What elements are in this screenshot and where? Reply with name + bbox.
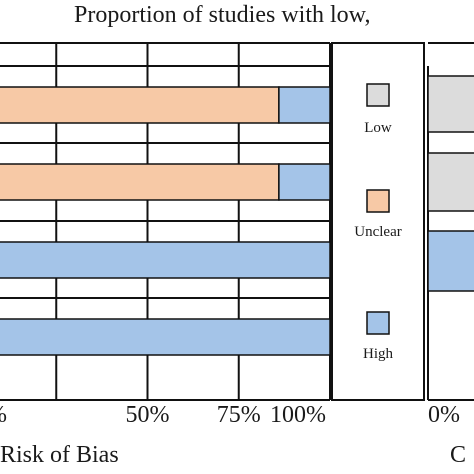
- x-tick-label: 50%: [126, 402, 170, 428]
- legend-label-unclear: Unclear: [354, 224, 401, 240]
- legend-swatch-unclear: [366, 189, 390, 213]
- legend: Low Unclear High: [331, 42, 425, 401]
- right-bar-low-row-2: [427, 152, 474, 212]
- bar-unclear-row-2: [0, 163, 280, 201]
- right-panel-bars: [427, 42, 474, 401]
- bar-high-row-4: [0, 318, 331, 356]
- x-axis-label: Risk of Bias: [0, 442, 119, 468]
- x-tick-label: %: [0, 402, 7, 428]
- legend-label-high: High: [363, 346, 394, 362]
- legend-label-low: Low: [364, 120, 392, 136]
- bar-unclear-row-1: [0, 86, 280, 124]
- legend-swatch-high: [366, 311, 390, 335]
- right-bar-high-row-3: [427, 230, 474, 292]
- right-panel-tick-label: 0%: [428, 402, 460, 428]
- bar-high-row-1: [278, 86, 331, 124]
- x-tick-label: 100%: [270, 402, 326, 428]
- right-bar-low-row-1: [427, 75, 474, 133]
- legend-box: [331, 42, 425, 401]
- bars-layer: [0, 86, 331, 356]
- x-tick-label: 75%: [217, 402, 261, 428]
- right-panel-x-axis-label: C: [450, 442, 466, 468]
- x-tick-labels: % 50% 75% 100% 0%: [0, 402, 460, 428]
- bar-high-row-2: [278, 163, 331, 201]
- legend-swatch-low: [366, 83, 390, 107]
- bar-high-row-3: [0, 241, 331, 279]
- chart-title: Proportion of studies with low,: [74, 2, 370, 28]
